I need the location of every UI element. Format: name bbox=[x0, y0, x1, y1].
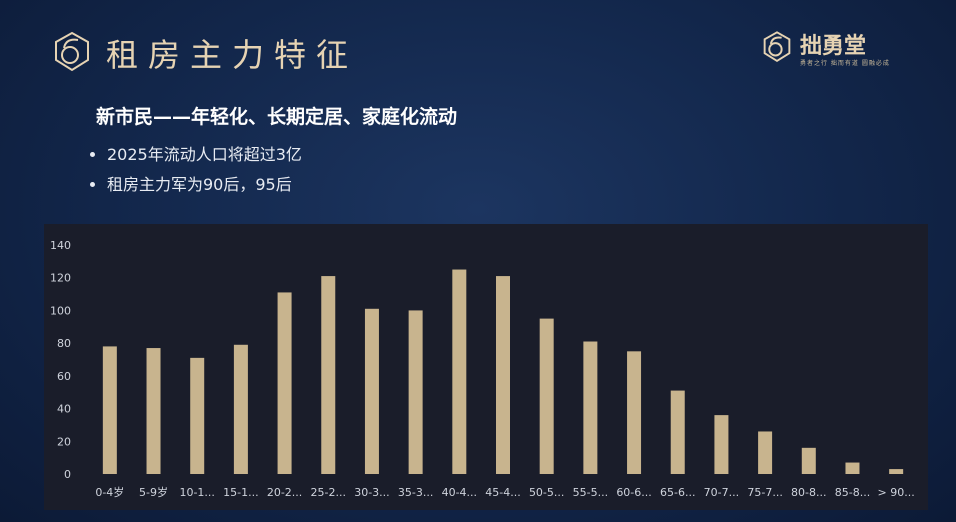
x-tick-label: 60-6... bbox=[616, 486, 651, 499]
bullet-text: 租房主力军为90后，95后 bbox=[107, 175, 292, 194]
bullet-dot-icon bbox=[90, 151, 95, 157]
brand-tagline: 勇者之行 拙而有道 圆融必成 bbox=[800, 60, 890, 67]
brand-name: 拙勇堂 bbox=[800, 34, 867, 59]
y-tick-label: 40 bbox=[57, 403, 71, 416]
y-tick-label: 60 bbox=[57, 370, 71, 383]
bar bbox=[496, 276, 510, 474]
x-tick-label: 50-5... bbox=[529, 486, 564, 499]
bar bbox=[539, 318, 554, 474]
x-tick-label: 70-7... bbox=[704, 486, 739, 499]
bar bbox=[889, 469, 904, 474]
bullet-item: 2025年流动人口将超过3亿 bbox=[90, 140, 302, 170]
chart-panel: 0 20 40 60 80 100 120 140 0-4岁 5-9岁 10-1... 15-1...… bbox=[44, 224, 928, 510]
bar bbox=[364, 308, 379, 474]
bar bbox=[670, 390, 685, 474]
bullet-text: 2025年流动人口将超过3亿 bbox=[107, 145, 302, 164]
bar-chart: 0 20 40 60 80 100 120 140 0-4岁 5-9岁 10-1... 15-1...… bbox=[50, 239, 915, 499]
x-tick-label: 0-4岁 bbox=[95, 485, 124, 499]
bullet-list: 2025年流动人口将超过3亿 租房主力军为90后，95后 bbox=[90, 140, 302, 200]
bar bbox=[801, 447, 816, 474]
x-tick-label: 40-4... bbox=[442, 486, 477, 499]
x-tick-label: > 90... bbox=[878, 486, 915, 499]
x-tick-label: 20-2... bbox=[267, 486, 302, 499]
x-tick-label: 35-3... bbox=[398, 486, 433, 499]
y-tick-label: 100 bbox=[50, 304, 71, 317]
bar bbox=[452, 269, 467, 474]
bar bbox=[714, 415, 729, 474]
x-tick-label: 10-1... bbox=[179, 486, 214, 499]
bar bbox=[321, 276, 336, 474]
section-subtitle: 新市民——年轻化、长期定居、家庭化流动 bbox=[96, 106, 458, 128]
bullet-dot-icon bbox=[90, 181, 95, 187]
bar bbox=[408, 310, 423, 474]
bar bbox=[233, 344, 248, 474]
page-title: 租房主力特征 bbox=[106, 36, 359, 74]
y-tick-label: 0 bbox=[64, 468, 71, 481]
x-tick-label: 25-2... bbox=[311, 486, 346, 499]
bar bbox=[277, 292, 292, 474]
x-tick-label: 45-4... bbox=[485, 486, 520, 499]
brand-logo-icon bbox=[763, 31, 791, 63]
y-tick-label: 140 bbox=[50, 239, 71, 252]
y-tick-label: 120 bbox=[50, 272, 71, 285]
bar bbox=[627, 351, 642, 474]
brand-logo: 拙勇堂 勇者之行 拙而有道 圆融必成 bbox=[760, 26, 890, 70]
x-tick-label: 65-6... bbox=[660, 486, 695, 499]
x-tick-label: 30-3... bbox=[354, 486, 389, 499]
x-tick-label: 75-7... bbox=[747, 486, 782, 499]
bullet-item: 租房主力军为90后，95后 bbox=[90, 170, 302, 200]
x-tick-label: 5-9岁 bbox=[139, 485, 168, 499]
bar bbox=[190, 357, 205, 474]
x-tick-label: 55-5... bbox=[573, 486, 608, 499]
logo-mark-icon bbox=[55, 31, 89, 72]
bar bbox=[102, 346, 117, 474]
y-tick-label: 20 bbox=[57, 435, 71, 448]
x-tick-label: 80-8... bbox=[791, 486, 826, 499]
bar bbox=[758, 431, 773, 474]
bar bbox=[146, 348, 161, 474]
bar bbox=[845, 462, 860, 474]
y-tick-label: 80 bbox=[57, 337, 71, 350]
x-tick-label: 85-8... bbox=[835, 486, 870, 499]
x-tick-label: 15-1... bbox=[223, 486, 258, 499]
bar bbox=[583, 341, 598, 474]
